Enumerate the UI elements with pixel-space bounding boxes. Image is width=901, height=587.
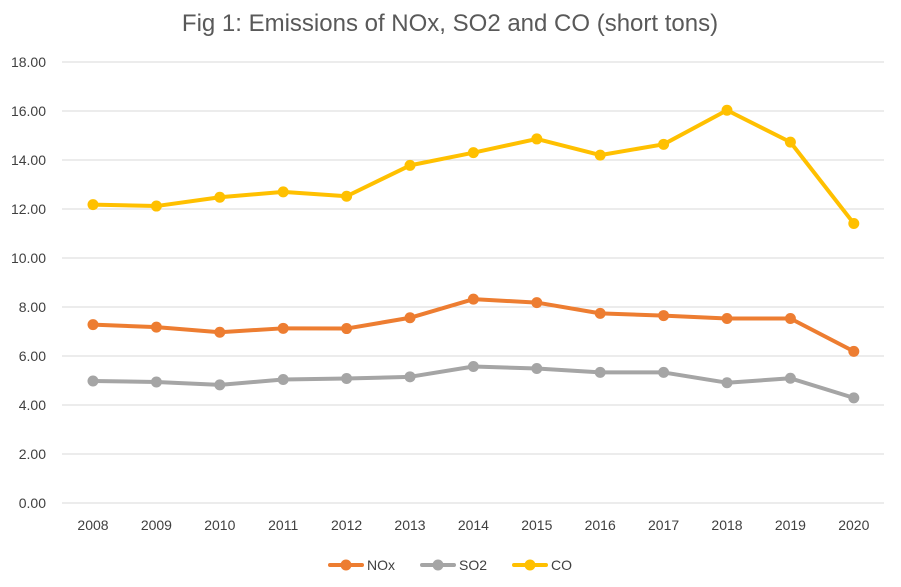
- x-axis-ticks: 2008 2009 2010 2011 2012 2013 2014 2015 2016 2017…: [77, 517, 869, 533]
- x-tick-label: 2020: [838, 517, 869, 533]
- y-tick-label: 12.00: [11, 201, 46, 217]
- x-tick-label: 2008: [77, 517, 108, 533]
- y-tick-label: 2.00: [19, 446, 46, 462]
- data-point-so2: [277, 374, 289, 386]
- data-point-nox: [214, 326, 226, 338]
- legend-item-nox: NOx: [328, 557, 395, 573]
- x-tick-label: 2019: [775, 517, 806, 533]
- data-point-nox: [848, 345, 860, 357]
- legend-item-co: CO: [512, 557, 572, 573]
- legend-swatch-marker: [340, 559, 352, 571]
- x-tick-label: 2018: [711, 517, 742, 533]
- legend-swatch-marker: [524, 559, 536, 571]
- data-point-nox: [150, 321, 162, 333]
- data-point-nox: [467, 293, 479, 305]
- data-point-nox: [658, 310, 670, 322]
- data-point-nox: [531, 297, 543, 309]
- data-point-nox: [341, 323, 353, 335]
- data-point-so2: [721, 377, 733, 389]
- data-point-so2: [848, 392, 860, 404]
- data-point-nox: [87, 319, 99, 331]
- data-point-so2: [150, 376, 162, 388]
- x-tick-label: 2011: [268, 517, 298, 533]
- x-tick-label: 2017: [648, 517, 679, 533]
- y-tick-label: 10.00: [11, 250, 46, 266]
- data-point-co: [594, 149, 606, 161]
- data-point-so2: [531, 362, 543, 374]
- data-point-so2: [404, 371, 416, 383]
- legend-item-so2: SO2: [420, 557, 487, 573]
- data-point-co: [277, 186, 289, 198]
- y-tick-label: 0.00: [19, 495, 46, 511]
- x-tick-label: 2016: [585, 517, 616, 533]
- series-nox: [87, 293, 860, 357]
- data-point-so2: [658, 366, 670, 378]
- legend-swatch-marker: [432, 559, 444, 571]
- data-point-so2: [341, 373, 353, 385]
- series-lines: [87, 104, 860, 404]
- legend-label: NOx: [367, 557, 395, 573]
- x-tick-label: 2014: [458, 517, 489, 533]
- series-so2: [87, 361, 860, 404]
- y-axis-ticks: 0.00 2.00 4.00 6.00 8.00 10.00 12.00 14.00 16.00…: [11, 54, 46, 511]
- y-tick-label: 6.00: [19, 348, 46, 364]
- y-tick-label: 18.00: [11, 54, 46, 70]
- data-point-co: [467, 147, 479, 159]
- legend-label: SO2: [459, 557, 487, 573]
- gridlines: [62, 61, 884, 504]
- x-tick-label: 2015: [521, 517, 552, 533]
- y-tick-label: 8.00: [19, 299, 46, 315]
- data-point-so2: [87, 375, 99, 387]
- x-tick-label: 2010: [204, 517, 235, 533]
- data-point-co: [87, 199, 99, 211]
- x-tick-label: 2013: [394, 517, 425, 533]
- data-point-co: [658, 138, 670, 150]
- y-tick-label: 14.00: [11, 152, 46, 168]
- data-point-nox: [277, 322, 289, 334]
- data-point-co: [531, 133, 543, 145]
- data-point-co: [721, 104, 733, 116]
- data-point-co: [784, 136, 796, 148]
- data-point-nox: [784, 313, 796, 325]
- y-tick-label: 16.00: [11, 103, 46, 119]
- series-co: [87, 104, 860, 229]
- data-point-co: [150, 200, 162, 212]
- legend-label: CO: [551, 557, 572, 573]
- data-point-so2: [214, 379, 226, 391]
- data-point-so2: [594, 366, 606, 378]
- data-point-nox: [721, 313, 733, 325]
- legend: NOx SO2 CO: [328, 557, 572, 573]
- data-point-nox: [594, 307, 606, 319]
- data-point-so2: [784, 372, 796, 384]
- y-tick-label: 4.00: [19, 397, 46, 413]
- x-tick-label: 2009: [141, 517, 172, 533]
- data-point-nox: [404, 312, 416, 324]
- series-line-co: [91, 108, 856, 226]
- data-point-so2: [467, 361, 479, 373]
- data-point-co: [404, 159, 416, 171]
- data-point-co: [214, 191, 226, 203]
- x-tick-label: 2012: [331, 517, 362, 533]
- data-point-co: [341, 190, 353, 202]
- data-point-co: [848, 217, 860, 229]
- chart-title: Fig 1: Emissions of NOx, SO2 and CO (sho…: [182, 10, 718, 37]
